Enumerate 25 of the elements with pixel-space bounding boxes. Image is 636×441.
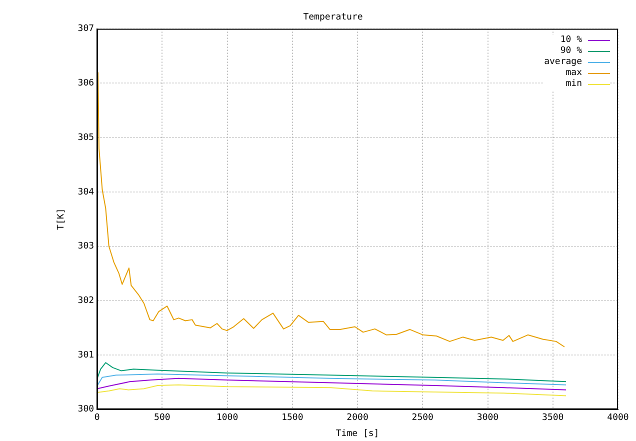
x-tick-label: 3000 [476,413,499,424]
y-axis-title: T[K] [56,208,67,230]
legend-label: average [544,56,582,68]
y-tick-label: 302 [78,296,94,306]
y-tick-label: 301 [78,350,94,360]
chart-title: Temperature [303,12,363,23]
y-tick-label: 305 [78,132,94,143]
y-tick-label: 303 [78,242,94,252]
x-tick-label: 2000 [346,413,368,424]
x-tick-label: 0 [94,413,100,424]
x-tick-label: 3500 [542,413,564,424]
y-tick-label: 306 [78,78,94,89]
legend-label: 90 % [560,46,582,57]
x-tick-label: 1500 [282,413,304,424]
legend-label: min [566,78,582,90]
y-tick-label: 307 [78,24,94,34]
x-tick-label: 500 [154,413,170,424]
y-tick-label: 300 [78,404,94,415]
legend-label: max [566,68,582,79]
legend-label: 10 % [560,34,582,46]
x-axis-title: Time [s] [336,428,380,439]
x-tick-label: 2500 [412,413,434,424]
x-tick-label: 4000 [607,413,629,424]
y-tick-label: 304 [78,187,94,198]
x-tick-label: 1000 [216,413,238,424]
